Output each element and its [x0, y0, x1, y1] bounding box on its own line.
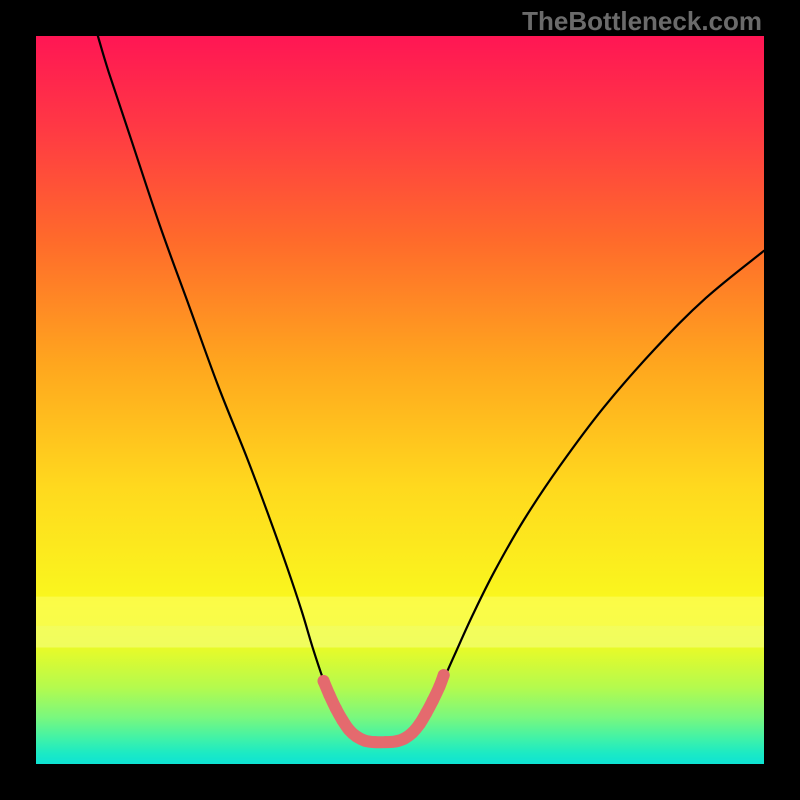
watermark-text: TheBottleneck.com [522, 6, 762, 37]
curve-right [382, 251, 764, 741]
figure-root: TheBottleneck.com [0, 0, 800, 800]
chart-svg [36, 36, 764, 764]
valley-marker [318, 669, 450, 748]
plot-area [36, 36, 764, 764]
